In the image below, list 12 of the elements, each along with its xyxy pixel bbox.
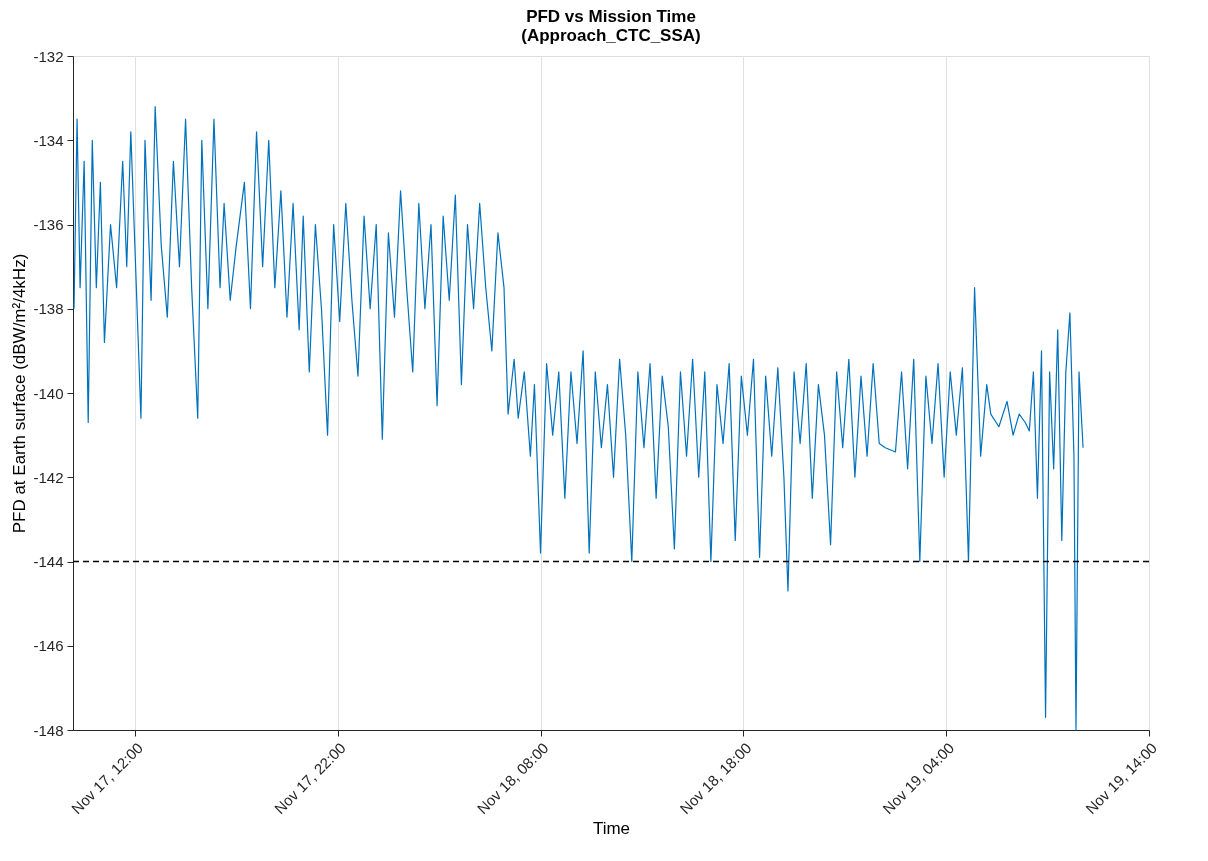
y-tick-label: -144 (33, 553, 64, 570)
x-axis-title: Time (592, 819, 631, 839)
y-tick-label: -148 (33, 721, 64, 739)
y-tick-label: -132 (33, 47, 64, 65)
y-tick-label: -136 (33, 216, 64, 233)
chart-title: PFD vs Mission Time (Approach_CTC_SSA) (521, 7, 701, 45)
y-tick-label: -146 (33, 637, 64, 655)
y-tick-label: -142 (33, 468, 64, 486)
y-tick-label: -134 (33, 131, 64, 149)
y-tick-label: -140 (33, 384, 64, 402)
y-axis-title: PFD at Earth surface (dBW/m²/4kHz) (10, 253, 30, 534)
y-tick-label: -138 (33, 300, 64, 318)
